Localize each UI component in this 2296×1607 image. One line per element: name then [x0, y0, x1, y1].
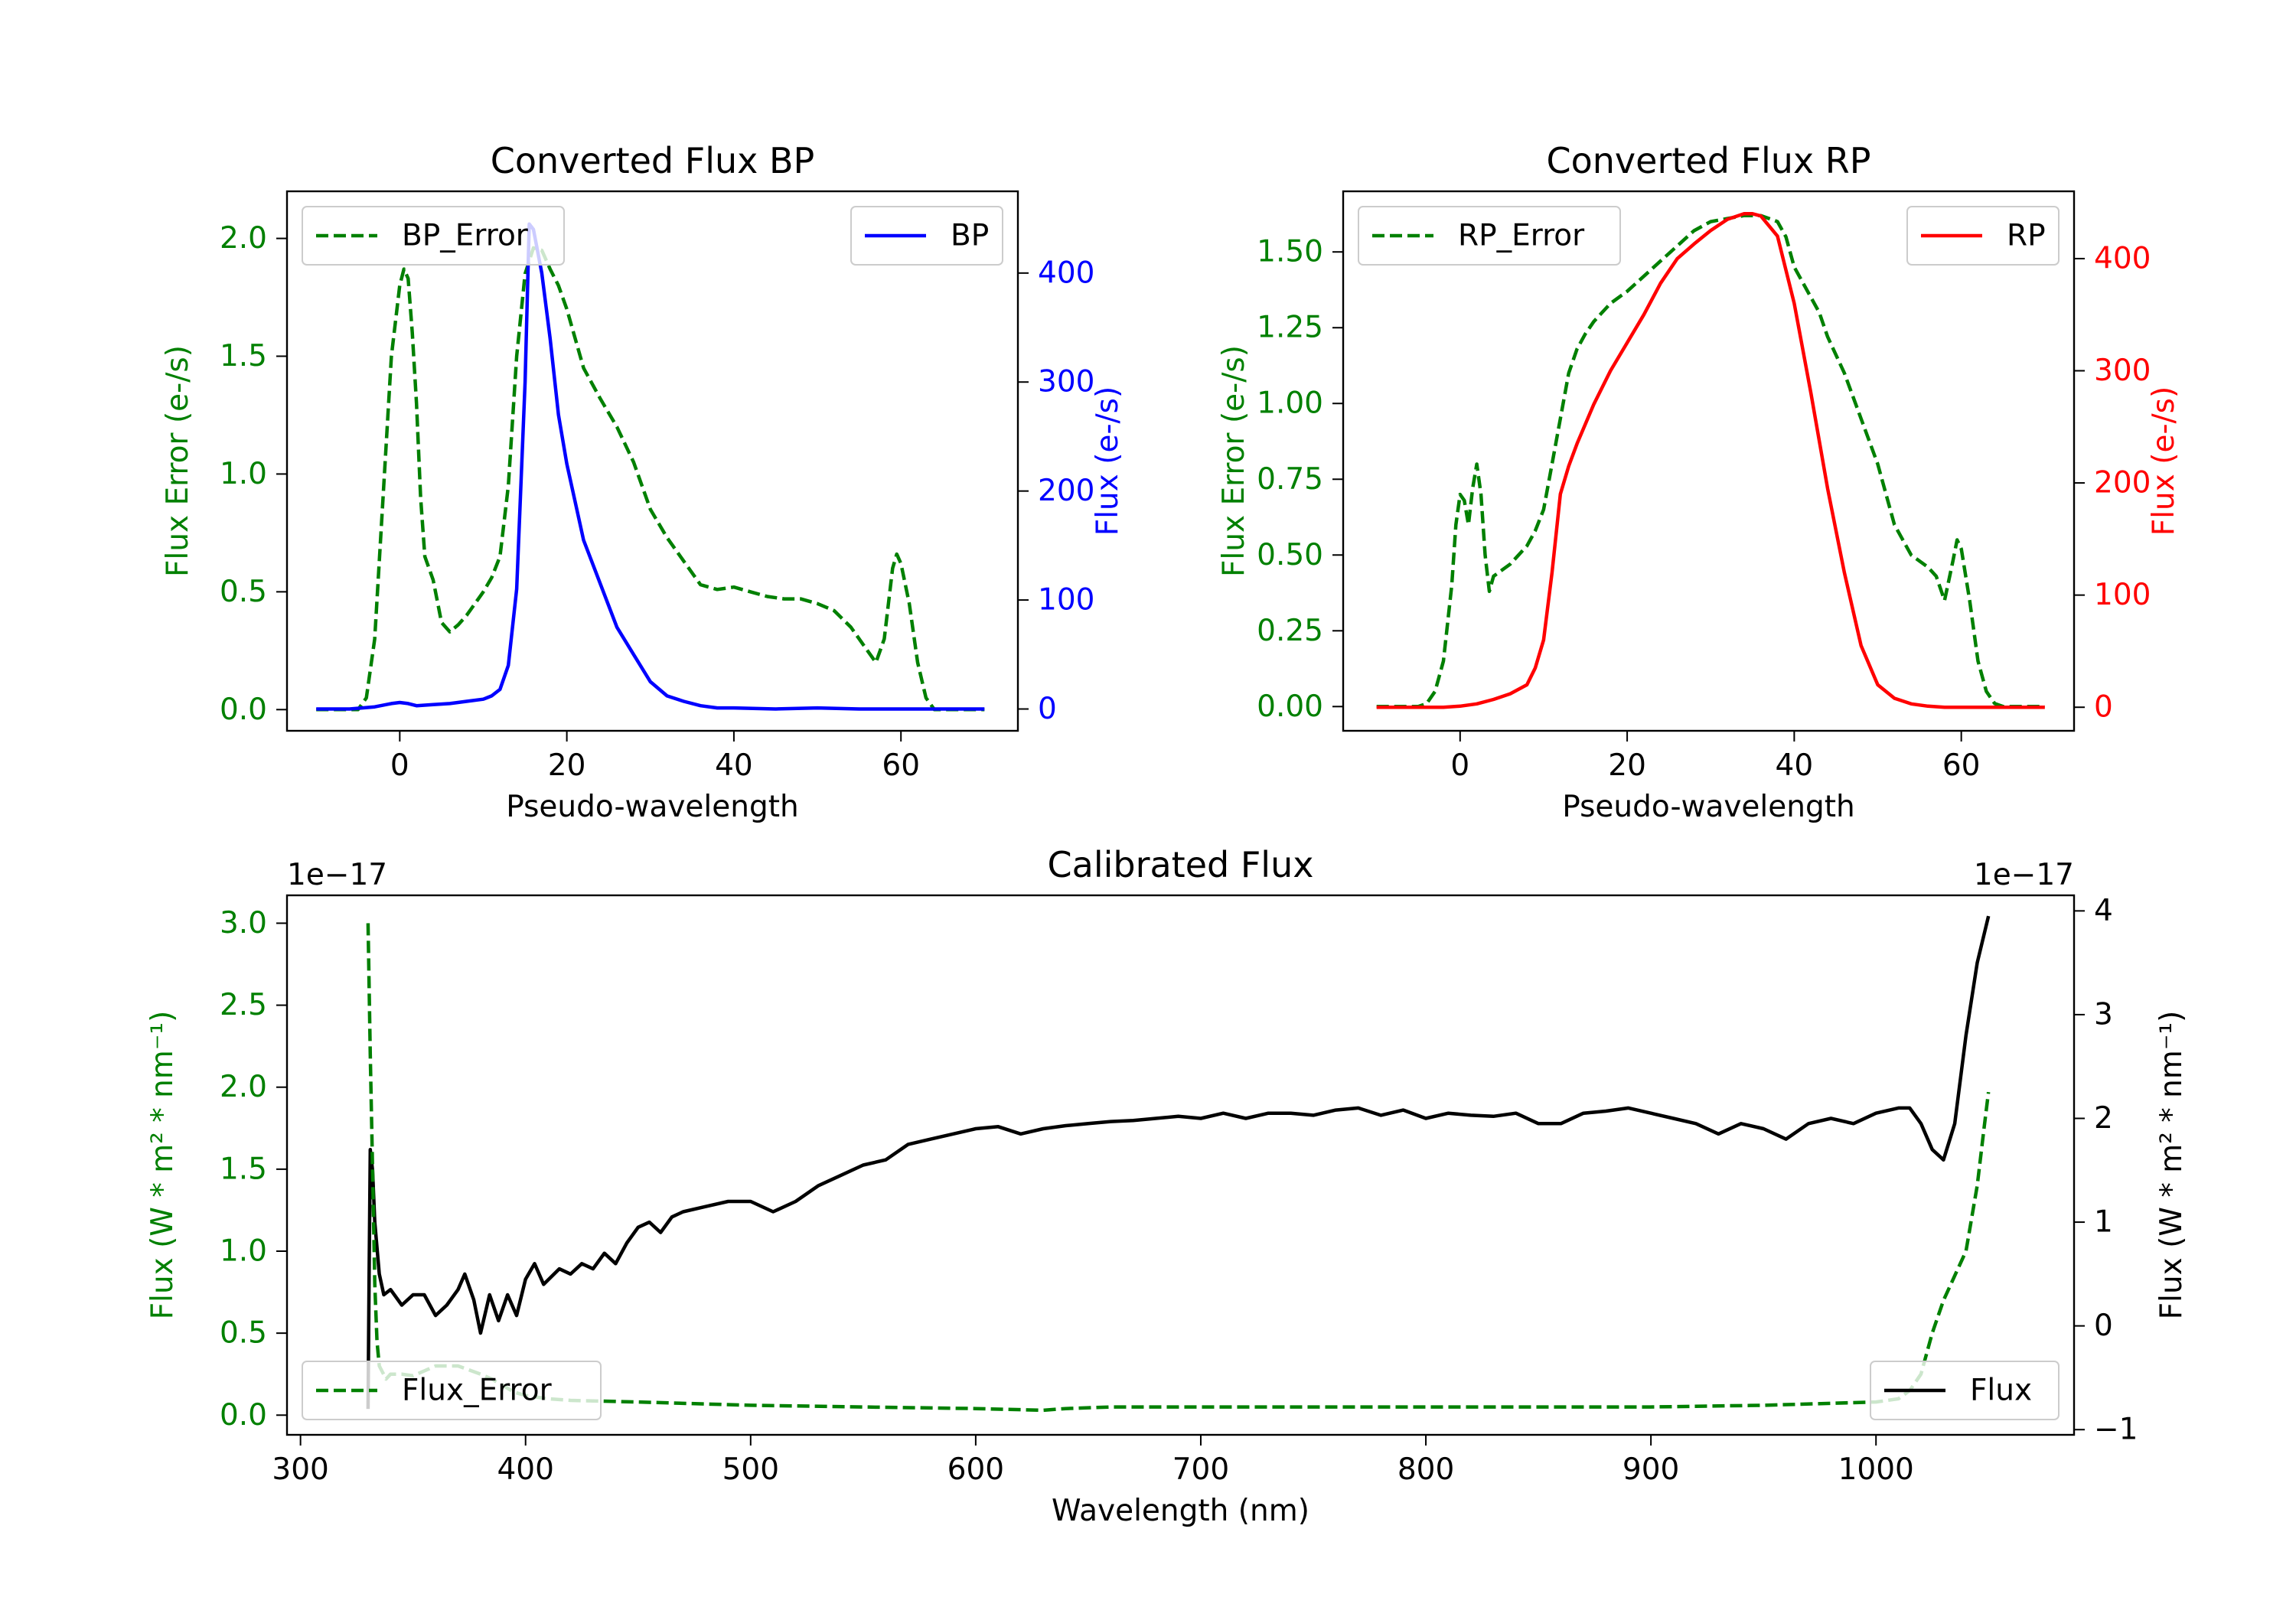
legend-flux-error: Flux_Error	[302, 1361, 602, 1420]
x-tick-label: 0	[1450, 748, 1469, 783]
legend-label: Flux_Error	[402, 1374, 553, 1408]
y-left-tick-label: 1.5	[220, 339, 267, 373]
y-left-axis-label: Flux (W * m² * nm⁻¹)	[145, 1011, 180, 1320]
series-line-rp	[1376, 212, 2045, 709]
chart-title: Converted Flux RP	[1547, 140, 1871, 181]
y-right-tick-label: 300	[2094, 354, 2151, 388]
y-right-offset-label: 1e−17	[1974, 858, 2074, 892]
legend-bp: BP	[850, 206, 1003, 266]
x-tick-label: 0	[390, 748, 409, 783]
chart-title: Converted Flux BP	[491, 140, 815, 181]
x-tick-label: 60	[882, 748, 920, 783]
legend-label: BP	[951, 219, 989, 253]
plot-frame	[1342, 190, 2076, 732]
plot-frame	[285, 894, 2076, 1436]
y-right-tick-label: 100	[2094, 578, 2151, 612]
y-right-tick-label: 400	[1038, 256, 1094, 290]
y-left-tick-label: 0.0	[220, 693, 267, 727]
y-left-axis-label: Flux Error (e-/s)	[1217, 345, 1251, 577]
y-right-tick-label: 200	[1038, 474, 1094, 508]
legend-bp-error: BP_Error	[302, 206, 565, 266]
y-left-offset-label: 1e−17	[287, 858, 387, 892]
legend-box	[850, 206, 1003, 266]
y-left-tick-label: 1.0	[220, 1234, 267, 1269]
series-line-flux-error	[366, 923, 1991, 1413]
y-left-tick-label: 2.0	[220, 221, 267, 256]
y-right-tick-label: 300	[1038, 365, 1094, 399]
x-tick-label: 1000	[1838, 1452, 1914, 1487]
y-right-tick-label: −1	[2094, 1413, 2138, 1447]
x-tick-label: 20	[1608, 748, 1646, 783]
x-tick-label: 60	[1942, 748, 1981, 783]
legend-box	[302, 1361, 602, 1420]
y-left-tick-label: 0.5	[220, 575, 267, 609]
legend-flux: Flux	[1870, 1361, 2060, 1420]
legend-box	[1358, 206, 1621, 266]
series-line-bp-error	[316, 246, 985, 712]
y-right-tick-label: 2	[2094, 1101, 2113, 1136]
series-line-flux	[366, 915, 1991, 1410]
x-axis-label: Wavelength (nm)	[1052, 1494, 1309, 1528]
x-tick-label: 500	[722, 1452, 779, 1487]
y-left-tick-label: 0.00	[1257, 689, 1323, 724]
x-tick-label: 600	[947, 1452, 1004, 1487]
x-tick-label: 700	[1172, 1452, 1229, 1487]
legend-label: Flux	[1970, 1374, 2032, 1408]
x-tick-label: 400	[497, 1452, 553, 1487]
y-left-tick-label: 2.5	[220, 988, 267, 1022]
y-right-tick-label: 1	[2094, 1205, 2113, 1240]
legend-label: RP	[2007, 219, 2046, 253]
legend-box	[302, 206, 565, 266]
y-right-tick-label: 0	[2094, 690, 2113, 725]
y-left-axis-label: Flux Error (e-/s)	[161, 345, 195, 577]
y-right-tick-label: 100	[1038, 583, 1094, 618]
legend-rp-error: RP_Error	[1358, 206, 1621, 266]
x-axis-label: Pseudo-wavelength	[506, 790, 798, 824]
legend-box	[1906, 206, 2060, 266]
chart-title: Calibrated Flux	[1048, 844, 1314, 885]
y-left-tick-label: 0.50	[1257, 538, 1323, 572]
x-tick-label: 900	[1623, 1452, 1679, 1487]
y-right-tick-label: 4	[2094, 894, 2113, 928]
y-right-axis-label: Flux (e-/s)	[2147, 386, 2181, 536]
series-line-rp-error	[1376, 214, 2045, 709]
y-left-tick-label: 1.0	[220, 457, 267, 491]
chart-1: 0 20 40 60 0.0 0.5 1.0 1.5 2.0 0 100 200 300 400 Conve…	[161, 140, 1125, 824]
y-right-tick-label: 400	[2094, 241, 2151, 275]
x-tick-label: 40	[1776, 748, 1814, 783]
chart-2: 0 20 40 60 0.00 0.25 0.50 0.75 1.00 1.25 1.50 0 100 2…	[1217, 140, 2181, 824]
y-left-tick-label: 2.0	[220, 1070, 267, 1104]
legend-rp: RP	[1906, 206, 2060, 266]
y-left-tick-label: 0.5	[220, 1316, 267, 1351]
x-tick-label: 800	[1397, 1452, 1454, 1487]
y-right-axis-label: Flux (W * m² * nm⁻¹)	[2154, 1011, 2189, 1320]
legend-box	[1870, 1361, 2060, 1420]
legend-label: RP_Error	[1458, 219, 1585, 253]
y-right-tick-label: 3	[2094, 997, 2113, 1032]
y-left-tick-label: 1.25	[1257, 311, 1323, 345]
y-left-tick-label: 0.0	[220, 1398, 267, 1433]
plot-frame	[285, 190, 1019, 732]
y-right-tick-label: 0	[2094, 1309, 2113, 1343]
x-axis-label: Pseudo-wavelength	[1562, 790, 1854, 824]
y-left-tick-label: 1.50	[1257, 235, 1323, 269]
x-tick-label: 300	[272, 1452, 328, 1487]
y-left-tick-label: 0.25	[1257, 614, 1323, 648]
x-tick-label: 40	[715, 748, 753, 783]
y-left-tick-label: 1.00	[1257, 386, 1323, 421]
y-right-tick-label: 200	[2094, 466, 2151, 500]
y-left-tick-label: 0.75	[1257, 462, 1323, 497]
chart-3: 300 400 500 600 700 800 900 1000 0.0 0.5 1.0 1.5 2.0…	[145, 844, 2189, 1528]
y-right-axis-label: Flux (e-/s)	[1091, 386, 1125, 536]
y-left-tick-label: 1.5	[220, 1152, 267, 1186]
x-tick-label: 20	[548, 748, 586, 783]
y-right-tick-label: 0	[1038, 692, 1057, 726]
series-line-bp	[316, 222, 985, 711]
y-left-tick-label: 3.0	[220, 906, 267, 940]
legend-label: BP_Error	[402, 219, 529, 253]
